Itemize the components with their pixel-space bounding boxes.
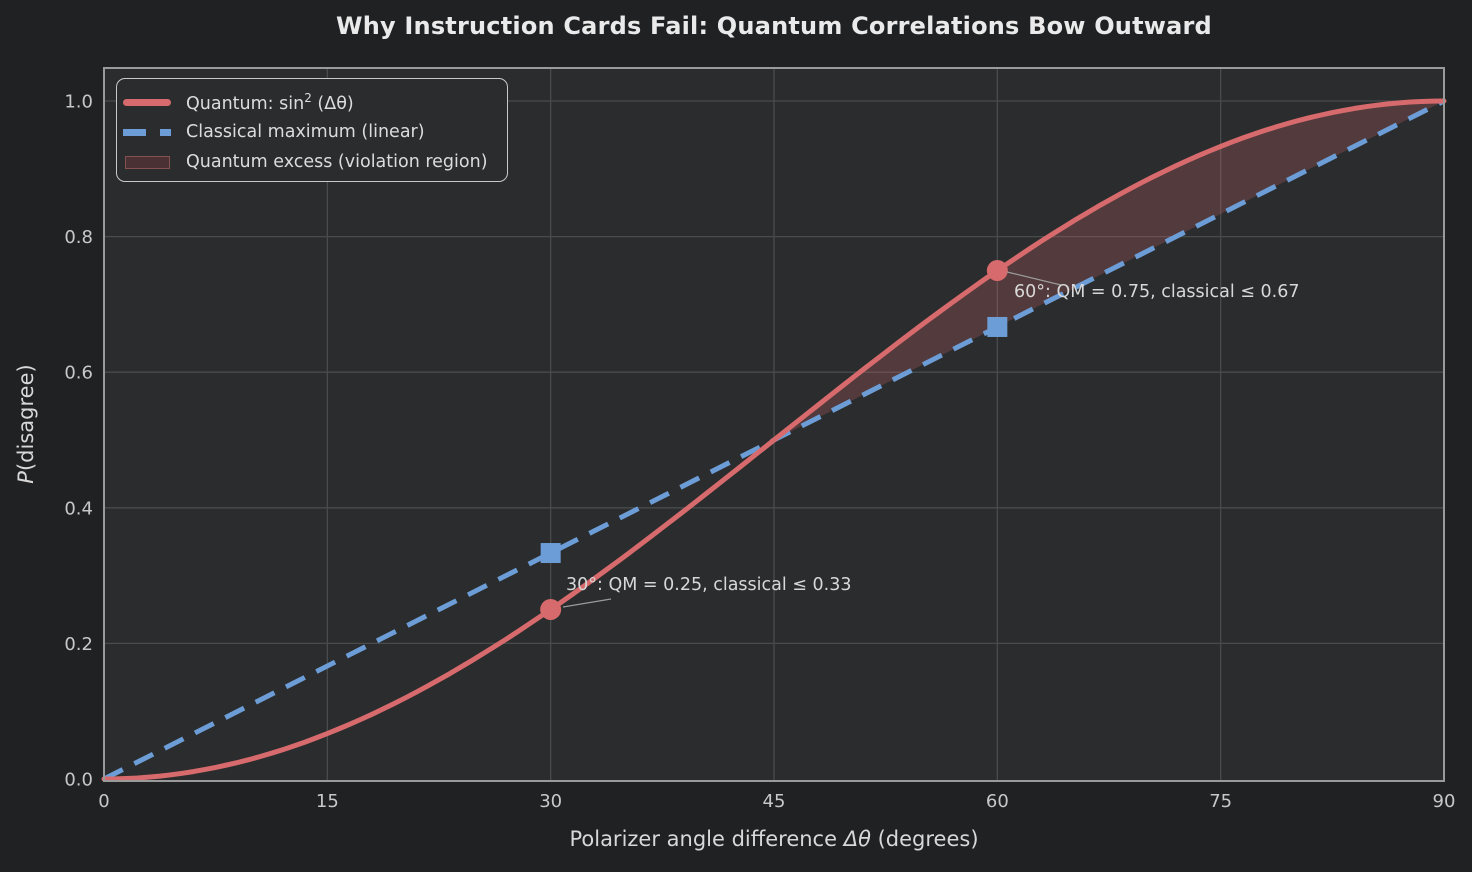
y-tick-label: 0.8 — [64, 227, 93, 248]
x-axis-label: Polarizer angle difference Δθ (degrees) — [569, 827, 979, 851]
x-tick-label: 0 — [98, 791, 109, 812]
x-tick-label: 30 — [539, 791, 562, 812]
y-axis-label: P(disagree) — [14, 364, 38, 484]
marker-square-30deg — [540, 543, 561, 564]
classical-dashed-swatch — [123, 128, 171, 136]
axes-spine — [103, 67, 1445, 782]
legend-entry-violation: Quantum excess (violation region) — [123, 147, 507, 177]
y-tick-label: 1.0 — [64, 92, 93, 113]
x-tick-label: 75 — [1209, 791, 1232, 812]
annotation-60deg: 60°: QM = 0.75, classical ≤ 0.67 — [1014, 282, 1300, 302]
x-tick-label: 90 — [1433, 791, 1456, 812]
violation-patch-swatch — [123, 155, 171, 169]
y-tick-label: 0.2 — [64, 634, 93, 655]
y-tick-label: 0.0 — [64, 770, 93, 791]
legend-label-quantum: Quantum: sin2 (Δθ) — [186, 90, 354, 114]
legend-entry-quantum: Quantum: sin2 (Δθ) — [123, 87, 507, 117]
marker-circle-60deg — [986, 260, 1008, 281]
x-tick-label: 15 — [316, 791, 339, 812]
legend: Quantum: sin2 (Δθ) Classical maximum (li… — [116, 78, 508, 182]
y-tick-label: 0.4 — [64, 498, 93, 519]
y-tick-label: 0.6 — [64, 363, 93, 384]
x-tick-label: 45 — [763, 791, 786, 812]
quantum-curve — [101, 98, 1447, 782]
annotation-30deg: 30°: QM = 0.25, classical ≤ 0.33 — [566, 575, 852, 595]
chart-title: Why Instruction Cards Fail: Quantum Corr… — [336, 12, 1212, 40]
legend-label-classical: Classical maximum (linear) — [186, 122, 425, 142]
marker-circle-30deg — [540, 599, 562, 620]
annotation-leader-30deg — [562, 598, 612, 608]
quantum-line-swatch — [123, 98, 171, 106]
marker-square-60deg — [987, 316, 1008, 337]
legend-entry-classical: Classical maximum (linear) — [123, 117, 507, 147]
x-tick-label: 60 — [986, 791, 1009, 812]
annotation-leader-60deg — [1006, 271, 1062, 286]
legend-label-violation: Quantum excess (violation region) — [186, 152, 488, 172]
